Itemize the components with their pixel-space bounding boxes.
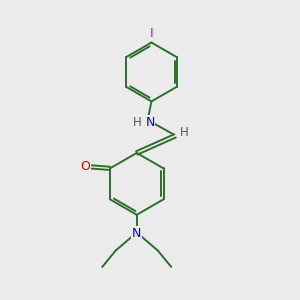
- Text: O: O: [80, 160, 90, 173]
- Text: H: H: [133, 116, 142, 129]
- Text: N: N: [132, 226, 141, 239]
- Text: N: N: [145, 116, 155, 129]
- Text: H: H: [180, 126, 189, 139]
- Text: I: I: [150, 27, 153, 40]
